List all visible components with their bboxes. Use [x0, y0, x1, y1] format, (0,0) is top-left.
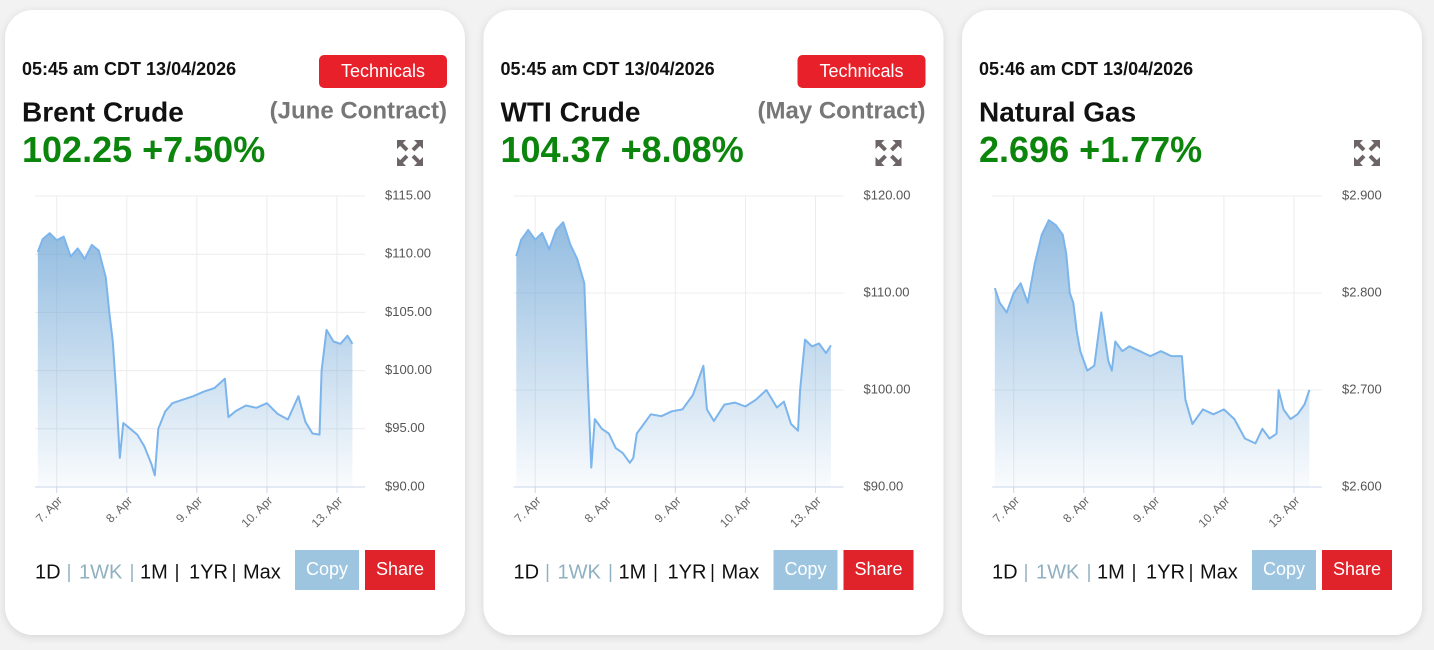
price-line: [515, 221, 832, 469]
button-label[interactable]: Copy: [1263, 559, 1305, 579]
y-tick-label: $120.00: [864, 187, 911, 202]
icon-head[interactable]: [414, 140, 423, 149]
action-button[interactable]: Copy: [295, 550, 359, 590]
y-tick-label: $90.00: [864, 478, 904, 493]
button-label[interactable]: Copy: [306, 559, 348, 579]
range-option[interactable]: Max: [243, 561, 281, 583]
price-area: [994, 220, 1310, 487]
range-option[interactable]: 1M: [1097, 561, 1125, 583]
action-button[interactable]: Share: [1322, 550, 1392, 590]
range-option[interactable]: 1D: [35, 561, 61, 583]
button-background[interactable]: [797, 55, 926, 88]
range-option[interactable]: 1D: [992, 561, 1018, 583]
action-button[interactable]: Copy: [1252, 550, 1316, 590]
technicals-button[interactable]: Technicals: [319, 55, 447, 88]
change: +7.50%: [142, 129, 265, 170]
price-line: 104.37 +8.08%: [501, 129, 744, 170]
icon-head[interactable]: [875, 140, 885, 149]
timestamp: 05:45 am CDT 13/04/2026: [22, 59, 236, 79]
button-label[interactable]: Share: [1333, 559, 1381, 579]
range-option[interactable]: 1YR: [1146, 561, 1185, 583]
timestamp: 05:46 am CDT 13/04/2026: [979, 59, 1193, 79]
range-option[interactable]: 1YR: [189, 561, 228, 583]
icon-head[interactable]: [1371, 157, 1380, 166]
price-line: 2.696 +1.77%: [979, 129, 1202, 170]
button-label[interactable]: Technicals: [341, 61, 425, 81]
button-label[interactable]: Copy: [784, 559, 826, 579]
range-option[interactable]: 1YR: [668, 561, 707, 583]
technicals-button[interactable]: Technicals: [797, 55, 926, 88]
button-background[interactable]: [1322, 550, 1392, 590]
y-tick-label: $100.00: [385, 362, 432, 377]
icon-head[interactable]: [397, 157, 406, 166]
range-option[interactable]: 1WK: [558, 561, 602, 583]
instrument-title: WTI Crude: [501, 96, 641, 127]
change: +8.08%: [621, 129, 744, 170]
button-label[interactable]: Technicals: [819, 61, 903, 81]
range-option[interactable]: 1WK: [1036, 561, 1080, 583]
range-option[interactable]: Max: [1200, 561, 1238, 583]
action-button[interactable]: Share: [843, 550, 914, 590]
y-tick-label: $2.900: [1342, 187, 1382, 202]
price: 102.25: [22, 129, 132, 170]
button-background[interactable]: [365, 550, 435, 590]
button-label[interactable]: Share: [376, 559, 424, 579]
y-tick-label: $90.00: [385, 478, 425, 493]
y-tick-label: $110.00: [385, 246, 431, 261]
icon-head[interactable]: [892, 140, 902, 149]
button-background[interactable]: [295, 550, 359, 590]
range-option[interactable]: 1D: [514, 561, 540, 583]
expand-icon[interactable]: [1354, 140, 1380, 166]
y-tick-label: $2.800: [1342, 284, 1382, 299]
icon-head[interactable]: [875, 157, 885, 166]
expand-icon[interactable]: [875, 140, 902, 166]
icon-head[interactable]: [1354, 140, 1363, 149]
icon-head[interactable]: [414, 157, 423, 166]
instrument-title: Natural Gas: [979, 96, 1136, 127]
y-tick-label: $110.00: [864, 284, 910, 299]
instrument-title: Brent Crude: [22, 96, 184, 127]
range-option[interactable]: 1M: [619, 561, 647, 583]
price: 2.696: [979, 129, 1069, 170]
button-background[interactable]: [773, 550, 838, 590]
price-line: [993, 219, 1311, 445]
contract-label: (June Contract): [270, 97, 447, 124]
range-option[interactable]: Max: [722, 561, 760, 583]
button-background[interactable]: [843, 550, 914, 590]
icon-head[interactable]: [1371, 140, 1380, 149]
y-tick-label: $105.00: [385, 304, 432, 319]
y-tick-label: $2.600: [1342, 478, 1382, 493]
button-background[interactable]: [1252, 550, 1316, 590]
y-tick-label: $2.700: [1342, 381, 1382, 396]
action-button[interactable]: Copy: [773, 550, 838, 590]
expand-icon[interactable]: [397, 140, 423, 166]
icon-head[interactable]: [397, 140, 406, 149]
y-tick-label: $95.00: [385, 420, 425, 435]
price-line: [36, 232, 354, 477]
widget-card: 05:45 am CDT 13/04/2026 Technicals Brent C…: [5, 10, 465, 635]
icon-head[interactable]: [1354, 157, 1363, 166]
range-option[interactable]: 1M: [140, 561, 168, 583]
action-button[interactable]: Share: [365, 550, 435, 590]
price-area: [37, 233, 353, 487]
price: 104.37: [501, 129, 611, 170]
change: +1.77%: [1079, 129, 1202, 170]
price-line: 102.25 +7.50%: [22, 129, 265, 170]
button-label[interactable]: Share: [854, 559, 902, 579]
y-tick-label: $115.00: [385, 187, 431, 202]
y-tick-label: $100.00: [864, 381, 911, 396]
timestamp: 05:45 am CDT 13/04/2026: [501, 59, 715, 79]
button-background[interactable]: [319, 55, 447, 88]
range-option[interactable]: 1WK: [79, 561, 123, 583]
widget-card: 05:45 am CDT 13/04/2026 Technicals WTI Cru…: [483, 10, 944, 635]
icon-head[interactable]: [892, 157, 902, 166]
contract-label: (May Contract): [757, 97, 925, 124]
